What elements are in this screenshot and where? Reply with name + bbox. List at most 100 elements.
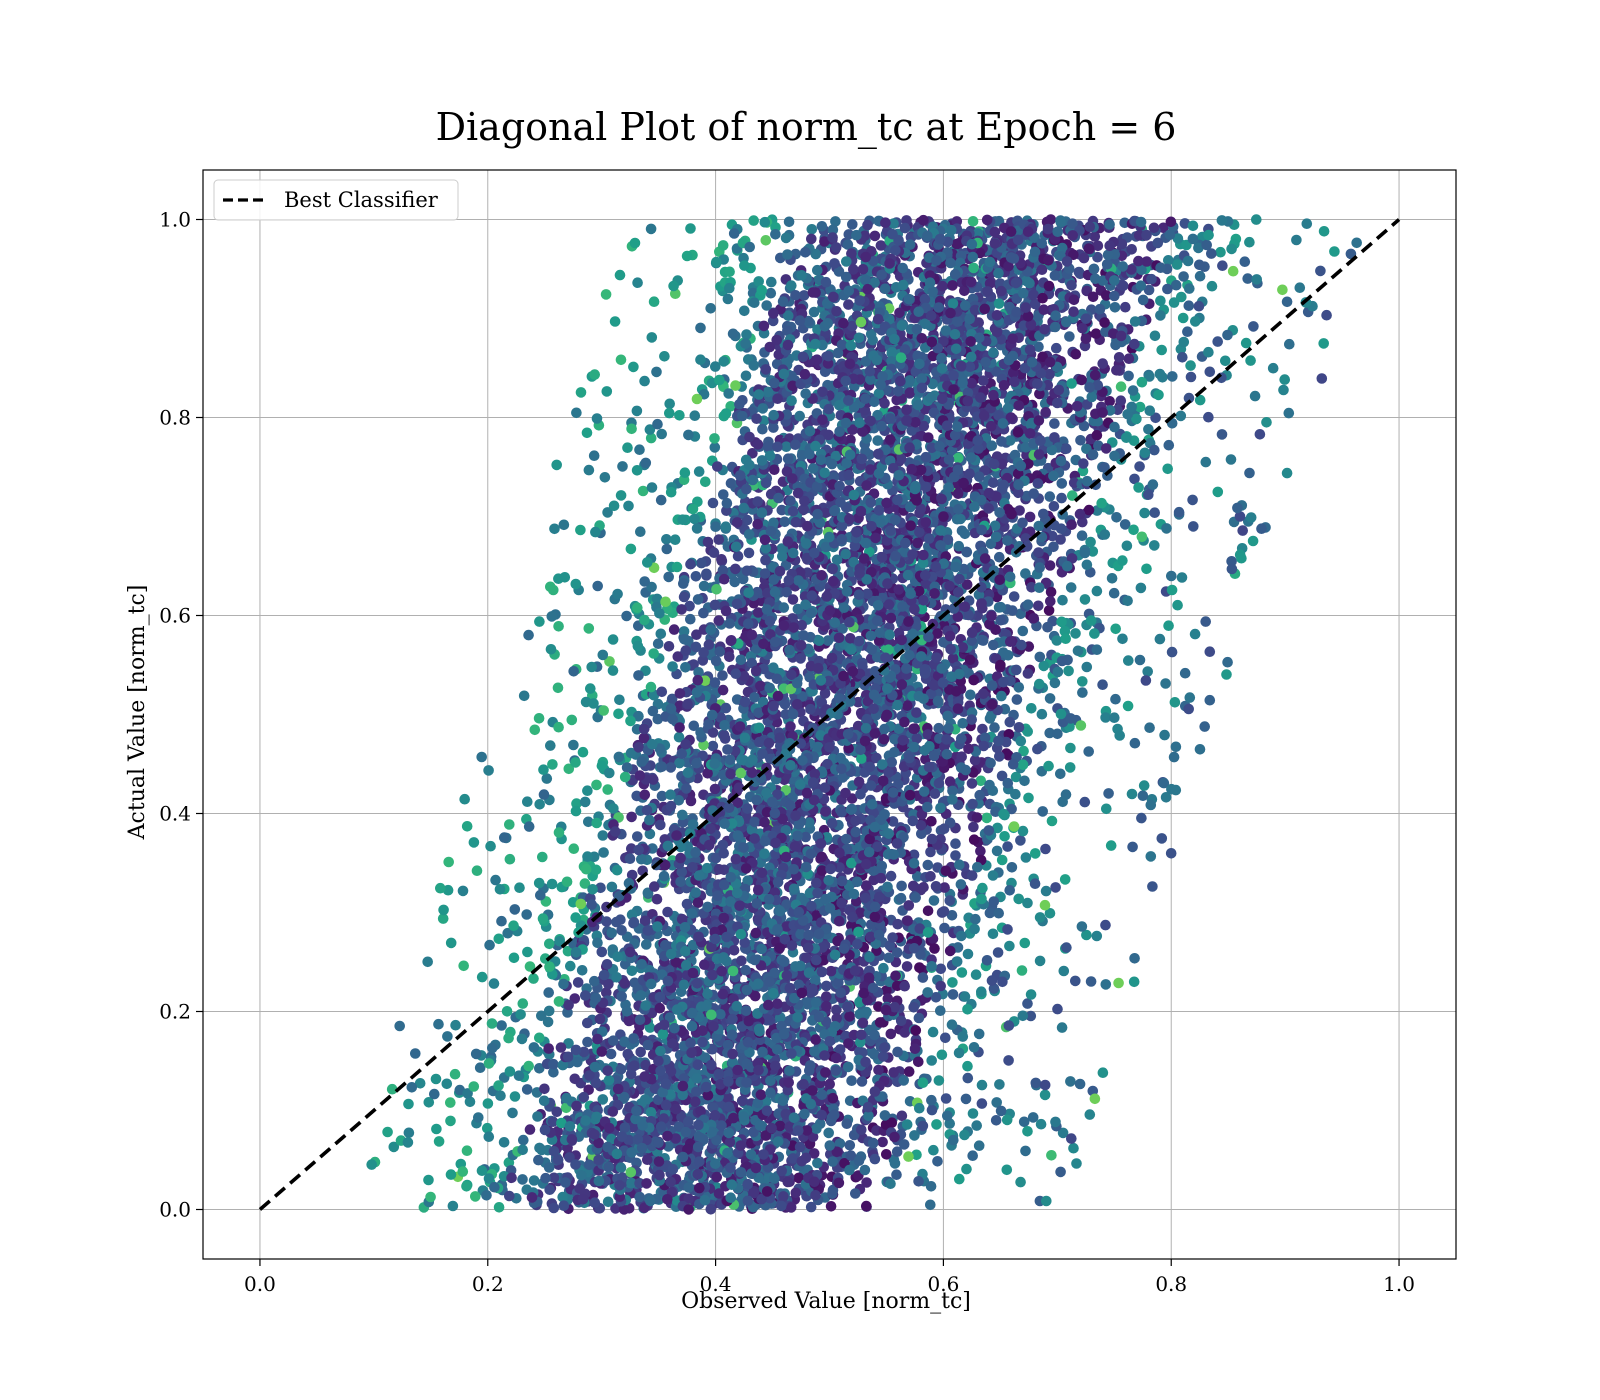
- scatter-point: [800, 861, 812, 873]
- scatter-point: [740, 1005, 752, 1016]
- scatter-point: [572, 977, 584, 988]
- scatter-point: [1037, 806, 1048, 817]
- scatter-point: [1115, 381, 1127, 393]
- scatter-point: [1030, 848, 1041, 859]
- scatter-point: [1215, 246, 1226, 258]
- scatter-point: [548, 1058, 559, 1070]
- scatter-point: [1046, 815, 1058, 827]
- scatter-point: [695, 322, 706, 334]
- scatter-point: [1143, 489, 1154, 501]
- scatter-point: [438, 904, 449, 916]
- scatter-point: [784, 1065, 795, 1076]
- scatter-point: [656, 790, 668, 802]
- scatter-point: [1144, 371, 1155, 382]
- scatter-point: [1140, 675, 1152, 686]
- scatter-point: [566, 714, 578, 726]
- scatter-point: [1261, 417, 1272, 428]
- scatter-point: [583, 464, 595, 476]
- scatter-point: [583, 623, 595, 634]
- scatter-point: [1039, 1089, 1051, 1101]
- scatter-point: [779, 698, 791, 710]
- scatter-point: [431, 1123, 442, 1135]
- scatter-point: [639, 375, 650, 387]
- scatter-point: [1044, 693, 1056, 704]
- scatter-point: [1184, 692, 1196, 703]
- scatter-point: [1042, 621, 1053, 633]
- scatter-point: [1045, 586, 1057, 598]
- scatter-point: [952, 452, 964, 464]
- scatter-point: [602, 784, 613, 795]
- scatter-point: [848, 264, 859, 275]
- scatter-point: [464, 1096, 476, 1108]
- scatter-point: [855, 907, 866, 918]
- scatter-point: [1020, 1145, 1031, 1157]
- scatter-point: [725, 478, 737, 489]
- scatter-point: [1092, 251, 1103, 263]
- scatter-point: [1017, 1010, 1029, 1022]
- scatter-point: [975, 775, 987, 787]
- scatter-point: [1119, 519, 1131, 530]
- scatter-point: [490, 874, 501, 886]
- scatter-point: [1200, 616, 1211, 627]
- scatter-point: [918, 882, 929, 893]
- scatter-point: [846, 1075, 857, 1086]
- scatter-point: [1135, 582, 1147, 594]
- scatter-point: [690, 571, 702, 582]
- scatter-point: [632, 831, 643, 842]
- scatter-point: [954, 1173, 965, 1185]
- scatter-point: [1158, 222, 1169, 234]
- scatter-point: [1133, 482, 1144, 493]
- scatter-point: [626, 869, 638, 881]
- scatter-point: [971, 1120, 982, 1131]
- scatter-point: [1056, 478, 1068, 489]
- scatter-point: [740, 338, 751, 349]
- scatter-point: [562, 945, 574, 957]
- scatter-point: [1022, 897, 1033, 909]
- scatter-point: [609, 316, 621, 327]
- scatter-point: [1169, 697, 1181, 708]
- scatter-point: [646, 332, 658, 343]
- scatter-point: [569, 1073, 581, 1085]
- scatter-point: [504, 819, 515, 830]
- scatter-point: [688, 720, 700, 732]
- scatter-point: [534, 616, 545, 627]
- scatter-point: [850, 1188, 861, 1199]
- scatter-point: [1351, 237, 1362, 249]
- scatter-point: [648, 296, 660, 308]
- scatter-point: [644, 814, 655, 826]
- scatter-point: [965, 689, 976, 701]
- scatter-point: [1254, 429, 1266, 440]
- scatter-point: [521, 1084, 533, 1095]
- scatter-point: [1126, 788, 1138, 800]
- scatter-point: [896, 1110, 908, 1122]
- scatter-points: [366, 214, 1362, 1215]
- scatter-point: [1267, 362, 1279, 374]
- scatter-point: [1065, 742, 1076, 754]
- scatter-point: [955, 879, 967, 890]
- scatter-point: [528, 973, 539, 984]
- scatter-point: [1162, 283, 1173, 295]
- scatter-point: [517, 998, 529, 1009]
- scatter-point: [1020, 568, 1031, 579]
- scatter-point: [482, 1098, 494, 1109]
- scatter-point: [1087, 546, 1099, 557]
- scatter-point: [875, 240, 887, 251]
- scatter-point: [1145, 799, 1157, 811]
- scatter-point: [1177, 312, 1189, 324]
- scatter-point: [710, 521, 721, 532]
- scatter-point: [881, 985, 892, 996]
- scatter-point: [1117, 633, 1128, 645]
- scatter-point: [605, 1048, 617, 1060]
- chart-title: Diagonal Plot of norm_tc at Epoch = 6: [436, 105, 1177, 150]
- scatter-point: [946, 910, 958, 921]
- scatter-point: [631, 465, 643, 476]
- scatter-point: [583, 816, 594, 828]
- scatter-point: [1002, 924, 1013, 935]
- scatter-point: [891, 1169, 902, 1180]
- scatter-point: [862, 219, 873, 231]
- scatter-point: [1226, 556, 1237, 567]
- scatter-point: [878, 962, 889, 974]
- scatter-point: [581, 427, 593, 439]
- scatter-point: [702, 536, 714, 548]
